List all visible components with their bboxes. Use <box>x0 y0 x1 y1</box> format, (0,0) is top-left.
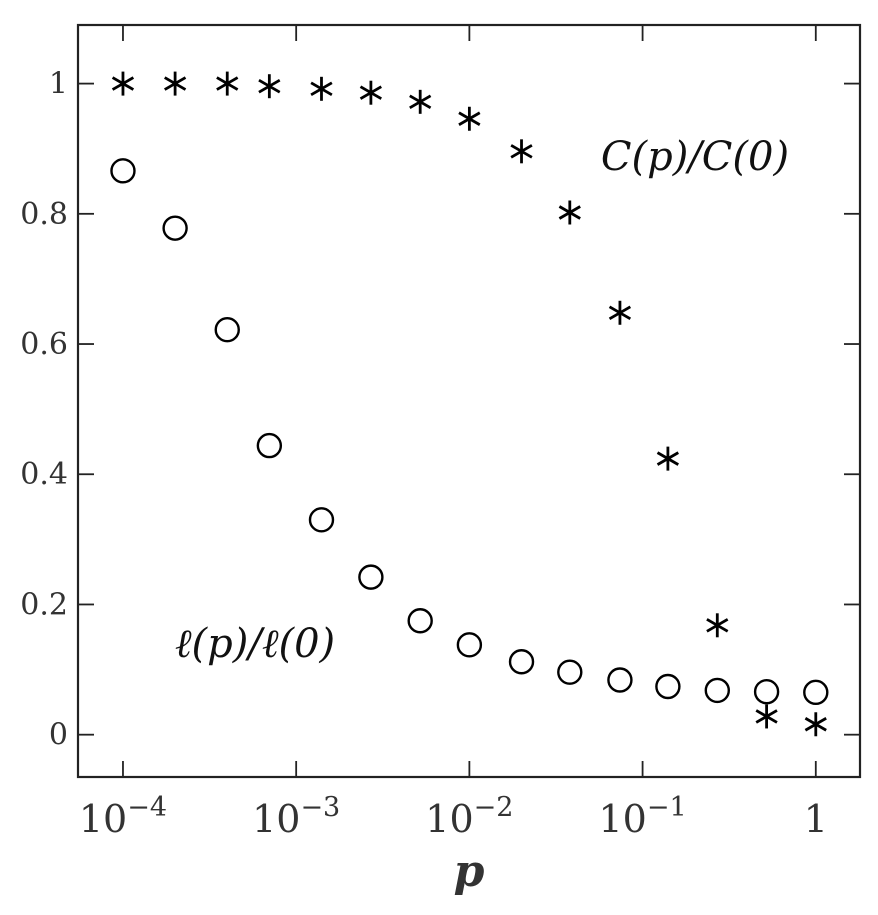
y-tick-label: 0.6 <box>20 327 68 362</box>
circle-marker <box>704 677 730 704</box>
circle-marker <box>110 158 136 184</box>
y-tick-label: 0.8 <box>20 197 68 232</box>
circle-marker <box>607 667 633 693</box>
circle-marker <box>508 649 535 675</box>
circle-marker <box>308 507 335 533</box>
asterisk-marker <box>608 300 632 325</box>
annotation-ell: ℓ(p)/ℓ(0) <box>175 621 335 667</box>
x-axis-label: p <box>454 846 485 897</box>
asterisk-marker <box>409 89 432 114</box>
circle-marker <box>753 679 780 705</box>
circle-marker <box>256 432 283 459</box>
asterisk-marker <box>656 446 679 471</box>
y-tick-label: 0.4 <box>20 457 68 492</box>
x-tick-label: 10−1 <box>598 792 686 841</box>
circle-marker <box>407 608 433 634</box>
x-tick-label: 10−3 <box>252 792 340 841</box>
x-tick-label: 10−4 <box>79 792 167 841</box>
y-tick-label: 1 <box>49 67 68 102</box>
x-tick-labels: 10−4 10−3 10−2 10−1 1 <box>79 792 828 841</box>
asterisk-marker <box>510 139 533 164</box>
asterisk-marker <box>804 712 827 737</box>
circle-marker <box>214 317 240 343</box>
asterisk-marker <box>111 71 135 96</box>
circle-marker <box>358 564 384 590</box>
asterisk-marker <box>755 704 778 729</box>
circle-marker <box>162 215 188 241</box>
asterisk-marker <box>310 76 333 101</box>
asterisk-marker <box>359 80 382 105</box>
y-tick-labels: 0 0.2 0.4 0.6 0.8 1 <box>20 67 68 753</box>
asterisk-marker <box>558 200 581 225</box>
circle-marker <box>803 679 829 706</box>
asterisk-marker <box>706 613 729 638</box>
asterisk-marker <box>258 74 281 99</box>
x-tick-label: 1 <box>804 797 828 841</box>
axis-ticks <box>78 25 860 777</box>
y-tick-label: 0.2 <box>20 587 68 622</box>
circle-marker <box>456 632 483 658</box>
asterisk-marker <box>458 106 481 131</box>
x-tick-label: 10−2 <box>425 792 513 841</box>
y-tick-label: 0 <box>49 718 68 753</box>
data-marks <box>110 71 829 737</box>
circle-marker <box>557 659 583 685</box>
asterisk-marker <box>216 71 239 96</box>
annotation-C: C(p)/C(0) <box>601 134 789 180</box>
circle-marker <box>655 673 681 700</box>
asterisk-marker <box>164 71 187 96</box>
